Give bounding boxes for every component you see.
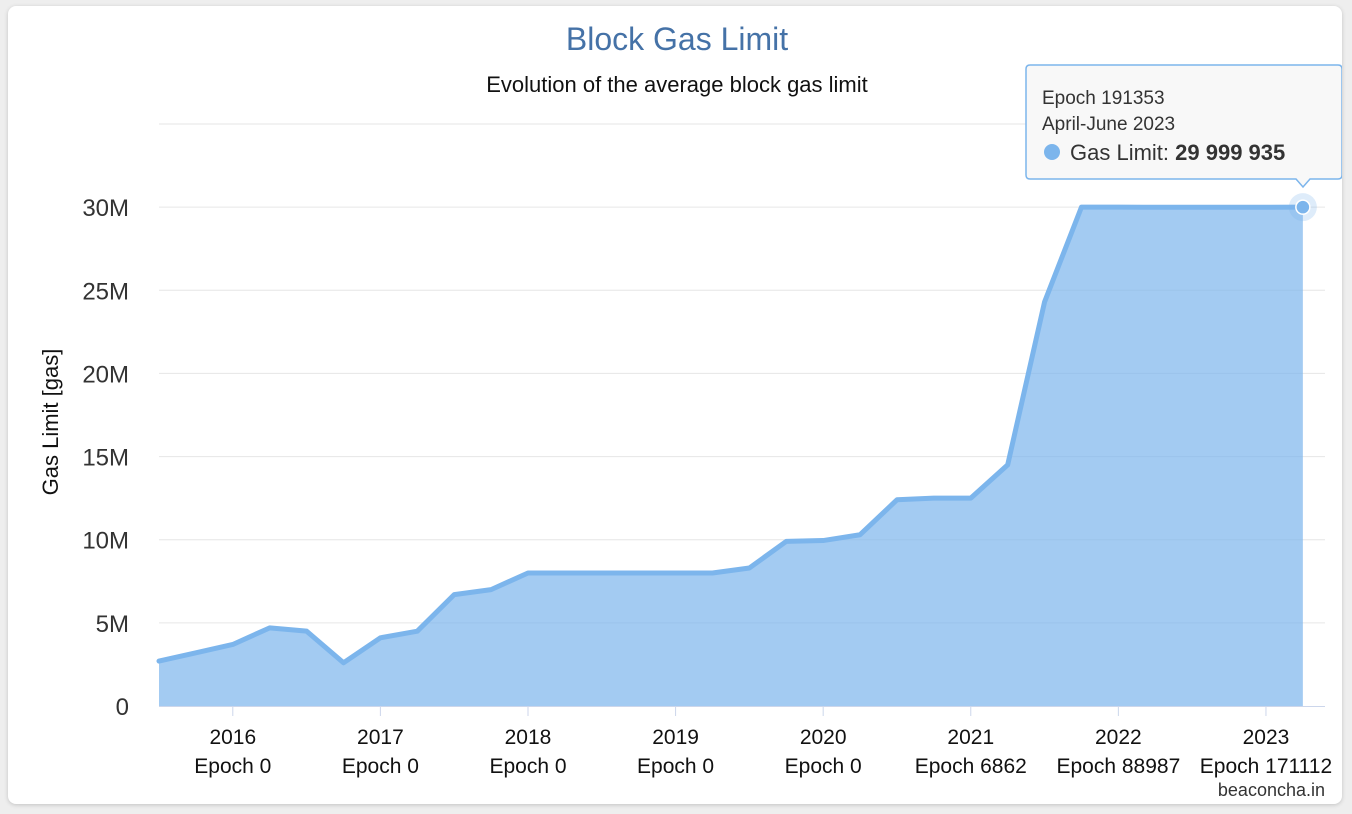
x-tick-label-epoch: Epoch 0	[637, 755, 714, 778]
y-tick-label: 30M	[82, 195, 129, 222]
series-line	[156, 204, 1306, 666]
tooltip-box	[1025, 64, 1342, 189]
x-tick-label-year: 2018	[505, 726, 552, 749]
area-layer	[156, 193, 1317, 706]
y-tick-label: 0	[116, 694, 129, 721]
x-tick-label-epoch: Epoch 0	[194, 755, 271, 778]
gas-limit-chart: 2016 Epoch 0 2017 Epoch 0 2018 Epoch 0 2019 Epo…	[38, 21, 1342, 800]
x-tick-label-epoch: Epoch 171112	[1200, 755, 1332, 778]
x-tick-label-epoch: Epoch 0	[489, 755, 566, 778]
grid-lines	[159, 123, 1325, 624]
y-axis-title: Gas Limit [gas]	[38, 349, 63, 496]
y-axis: 0 5M 10M 15M 20M 25M 30M	[82, 195, 129, 721]
hover-point	[1295, 199, 1311, 215]
x-tick-label-epoch: Epoch 6862	[915, 755, 1027, 778]
tooltip-epoch: Epoch 191353	[1042, 88, 1165, 109]
tooltip-row: Gas Limit: 29 999 935	[1070, 140, 1285, 165]
x-tick-label-year: 2017	[357, 726, 404, 749]
chart-title: Block Gas Limit	[566, 21, 788, 57]
x-tick-label-year: 2023	[1243, 726, 1290, 749]
x-tick-label-year: 2022	[1095, 726, 1142, 749]
y-tick-label: 5M	[96, 611, 129, 638]
x-tick-label-year: 2016	[209, 726, 256, 749]
chart-card: 2016 Epoch 0 2017 Epoch 0 2018 Epoch 0 2019 Epo…	[8, 6, 1342, 804]
tooltip: Epoch 191353 April-June 2023 Gas Limit: …	[1025, 64, 1342, 189]
x-axis: 2016 Epoch 0 2017 Epoch 0 2018 Epoch 0 2019 Epo…	[159, 706, 1332, 778]
tooltip-period: April-June 2023	[1042, 114, 1175, 135]
x-tick-label-year: 2019	[652, 726, 699, 749]
y-tick-label: 10M	[82, 528, 129, 555]
chart-subtitle: Evolution of the average block gas limit	[486, 72, 868, 97]
x-tick-label-year: 2020	[800, 726, 847, 749]
tooltip-series-marker	[1044, 144, 1060, 160]
y-tick-label: 20M	[82, 361, 129, 388]
x-tick-label-year: 2021	[947, 726, 994, 749]
x-tick-label-epoch: Epoch 0	[785, 755, 862, 778]
y-tick-label: 25M	[82, 278, 129, 305]
x-tick-label-epoch: Epoch 88987	[1056, 755, 1180, 778]
series-area	[159, 207, 1303, 706]
tooltip-series-name: Gas Limit:	[1070, 140, 1175, 165]
y-tick-label: 15M	[82, 445, 129, 472]
credits-link[interactable]: beaconcha.in	[1218, 780, 1325, 800]
x-tick-label-epoch: Epoch 0	[342, 755, 419, 778]
tooltip-value: 29 999 935	[1175, 140, 1285, 165]
